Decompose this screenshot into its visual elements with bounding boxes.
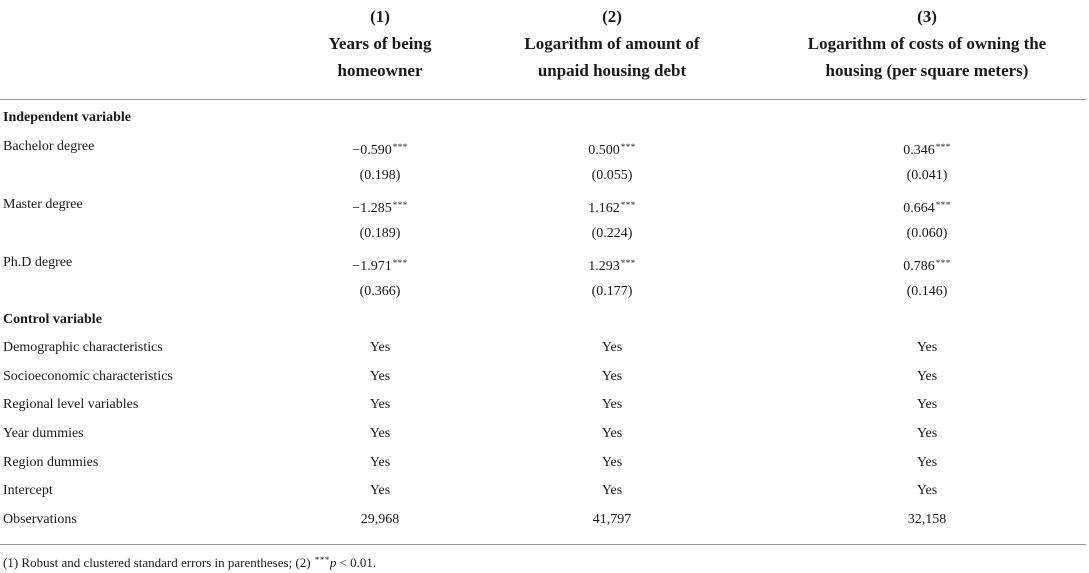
row-label: Region dummies: [3, 455, 99, 470]
value-cell: Yes: [369, 483, 391, 498]
se-cell: (0.198): [359, 168, 401, 183]
table-row: Master degree −1.285*** 1.162*** 0.664**…: [0, 191, 1089, 219]
row-label: Ph.D degree: [3, 255, 73, 270]
column-header-2: (2) Logarithm of amount of unpaid housin…: [472, 3, 752, 84]
value-cell: Yes: [601, 483, 623, 498]
table-row: Regional level variables Yes Yes Yes: [0, 391, 1089, 419]
row-label: Master degree: [3, 197, 83, 212]
value-cell: 41,797: [592, 512, 632, 527]
section-row-control: Control variable: [0, 306, 1089, 334]
value-cell: Yes: [916, 369, 938, 384]
value-cell: Yes: [369, 340, 391, 355]
value-cell: Yes: [369, 455, 391, 470]
column-header-1: (1) Years of being homeowner: [285, 3, 475, 84]
column-number: (1): [370, 7, 390, 26]
se-cell: (0.055): [591, 168, 633, 183]
coef-cell: −1.971***: [352, 258, 408, 274]
table-row: Year dummies Yes Yes Yes: [0, 420, 1089, 448]
table-row: Region dummies Yes Yes Yes: [0, 449, 1089, 477]
se-cell: (0.366): [359, 284, 401, 299]
row-label: Year dummies: [3, 426, 84, 441]
value-cell: Yes: [916, 426, 938, 441]
value-cell: Yes: [369, 369, 391, 384]
table-row-observations: Observations 29,968 41,797 32,158: [0, 506, 1089, 534]
column-label: Logarithm of amount of unpaid housing de…: [524, 34, 700, 80]
se-cell: (0.224): [591, 226, 633, 241]
column-number: (3): [917, 7, 937, 26]
table-row-se: (0.189) (0.224) (0.060): [0, 220, 1089, 248]
column-label: Years of being homeowner: [328, 34, 432, 80]
table-row-se: (0.366) (0.177) (0.146): [0, 278, 1089, 306]
section-heading: Independent variable: [3, 110, 131, 125]
row-label: Demographic characteristics: [3, 340, 163, 355]
coef-cell: −1.285***: [352, 200, 408, 216]
value-cell: Yes: [601, 340, 623, 355]
value-cell: Yes: [601, 455, 623, 470]
table-row: Demographic characteristics Yes Yes Yes: [0, 334, 1089, 362]
value-cell: Yes: [601, 397, 623, 412]
section-row-independent: Independent variable: [0, 104, 1089, 132]
value-cell: Yes: [916, 483, 938, 498]
value-cell: 32,158: [907, 512, 947, 527]
coef-cell: 0.500***: [588, 142, 636, 158]
coef-cell: 1.293***: [588, 258, 636, 274]
top-rule: [0, 99, 1086, 100]
row-label: Bachelor degree: [3, 139, 95, 154]
value-cell: Yes: [916, 340, 938, 355]
table-row: Ph.D degree −1.971*** 1.293*** 0.786***: [0, 249, 1089, 277]
coef-cell: −0.590***: [352, 142, 408, 158]
row-label: Observations: [3, 512, 77, 527]
row-label: Regional level variables: [3, 397, 139, 412]
se-cell: (0.146): [906, 284, 948, 299]
coef-cell: 1.162***: [588, 200, 636, 216]
row-label: Intercept: [3, 483, 53, 498]
value-cell: Yes: [601, 369, 623, 384]
table-row: Bachelor degree −0.590*** 0.500*** 0.346…: [0, 133, 1089, 161]
coef-cell: 0.786***: [903, 258, 951, 274]
se-cell: (0.060): [906, 226, 948, 241]
table-row: Socioeconomic characteristics Yes Yes Ye…: [0, 363, 1089, 391]
value-cell: 29,968: [360, 512, 400, 527]
se-cell: (0.177): [591, 284, 633, 299]
table-footnote: (1) Robust and clustered standard errors…: [3, 555, 377, 570]
value-cell: Yes: [601, 426, 623, 441]
bottom-rule: [0, 544, 1086, 545]
se-cell: (0.041): [906, 168, 948, 183]
value-cell: Yes: [916, 455, 938, 470]
column-header-3: (3) Logarithm of costs of owning the hou…: [757, 3, 1089, 84]
value-cell: Yes: [916, 397, 938, 412]
value-cell: Yes: [369, 426, 391, 441]
value-cell: Yes: [369, 397, 391, 412]
column-number: (2): [602, 7, 622, 26]
se-cell: (0.189): [359, 226, 401, 241]
column-label: Logarithm of costs of owning the housing…: [807, 34, 1047, 80]
table-row: Intercept Yes Yes Yes: [0, 477, 1089, 505]
row-label: Socioeconomic characteristics: [3, 369, 173, 384]
section-heading: Control variable: [3, 312, 102, 327]
coef-cell: 0.346***: [903, 142, 951, 158]
coef-cell: 0.664***: [903, 200, 951, 216]
table-row-se: (0.198) (0.055) (0.041): [0, 162, 1089, 190]
